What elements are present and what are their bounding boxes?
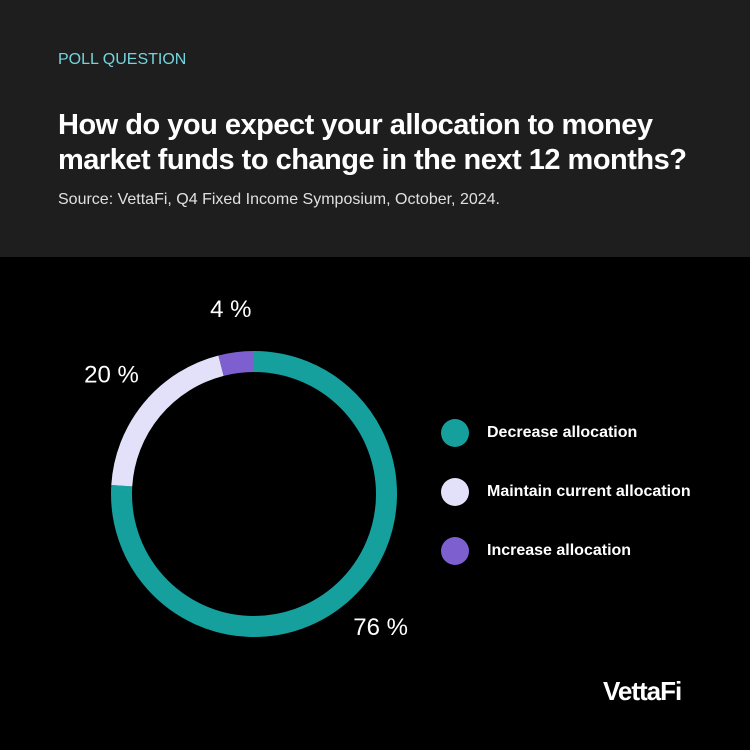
legend-label: Increase allocation <box>487 542 631 559</box>
header: POLL QUESTION How do you expect your all… <box>0 0 750 257</box>
donut-slice <box>111 355 224 487</box>
donut-slice <box>111 351 397 637</box>
legend-label: Decrease allocation <box>487 424 637 441</box>
data-label: 20 % <box>84 361 139 388</box>
data-label: 4 % <box>210 296 251 323</box>
data-label: 76 % <box>353 614 408 641</box>
legend-swatch <box>441 478 469 506</box>
legend-swatch <box>441 419 469 447</box>
donut-slice <box>218 351 255 376</box>
chart-subtitle: Source: VettaFi, Q4 Fixed Income Symposi… <box>58 191 500 208</box>
logo: VettaFi <box>603 676 682 706</box>
legend-label: Maintain current allocation <box>487 483 691 500</box>
chart-title: How do you expect your allocation to mon… <box>58 109 687 176</box>
kicker: POLL QUESTION <box>58 51 187 68</box>
legend-swatch <box>441 537 469 565</box>
